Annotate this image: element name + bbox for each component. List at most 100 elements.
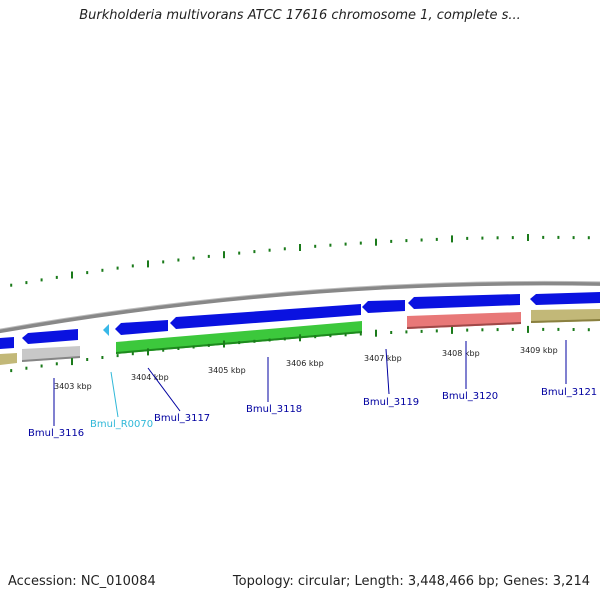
minor-tick <box>359 332 362 336</box>
minor-tick <box>86 358 89 361</box>
major-tick <box>527 234 529 241</box>
major-tick <box>299 334 301 342</box>
minor-tick <box>162 348 165 352</box>
minor-tick <box>435 329 438 333</box>
minor-tick <box>542 327 545 331</box>
minor-tick <box>329 334 332 338</box>
minor-tick <box>283 337 286 341</box>
minor-tick <box>207 254 210 258</box>
minor-tick <box>344 333 347 337</box>
major-tick <box>527 325 529 333</box>
minor-tick <box>359 241 362 245</box>
major-tick <box>71 271 73 279</box>
minor-tick <box>314 244 317 248</box>
major-tick <box>451 235 453 243</box>
gene-shadow-gray <box>22 356 80 362</box>
gene-feature-f[interactable] <box>408 294 520 309</box>
forward-strand-genes <box>0 292 600 349</box>
minor-tick <box>587 236 590 240</box>
gene-feature-g[interactable] <box>530 292 600 305</box>
minor-tick <box>466 236 469 240</box>
scale-labels: 3403 kbp 3404 kbp 3405 kbp 3406 kbp 3407… <box>54 346 558 391</box>
gene-label-bmul-3121[interactable]: Bmul_3121 <box>541 387 597 398</box>
minor-tick <box>40 278 43 282</box>
minor-tick <box>268 338 271 342</box>
lower-tick-row <box>10 325 590 373</box>
map-title: Burkholderia multivorans ATCC 17616 chro… <box>79 8 521 23</box>
minor-tick <box>238 341 241 345</box>
gene-feature-c[interactable] <box>115 320 168 335</box>
major-tick <box>375 329 377 337</box>
gene-feature-olive-left[interactable] <box>0 353 17 365</box>
minor-tick <box>268 248 271 252</box>
minor-tick <box>238 251 241 255</box>
scale-tick-label: 3405 kbp <box>208 366 246 375</box>
minor-tick <box>101 268 104 272</box>
gene-feature-green[interactable] <box>116 321 362 354</box>
minor-tick <box>177 347 180 350</box>
gene-label-bmul-3120[interactable]: Bmul_3120 <box>442 391 498 402</box>
minor-tick <box>177 258 180 262</box>
minor-tick <box>466 328 469 332</box>
major-tick <box>147 348 149 356</box>
minor-tick <box>101 356 104 359</box>
gene-label-bmul-3116[interactable]: Bmul_3116 <box>28 428 84 439</box>
gene-label-bmul-3117[interactable]: Bmul_3117 <box>154 413 210 424</box>
major-tick <box>375 238 377 246</box>
major-tick <box>299 244 301 251</box>
major-tick <box>223 340 225 348</box>
minor-tick <box>511 327 514 331</box>
scale-tick-label: 3404 kbp <box>131 373 169 382</box>
minor-tick <box>420 238 423 242</box>
major-tick <box>223 251 225 259</box>
gene-label-bmul-3118[interactable]: Bmul_3118 <box>246 404 302 415</box>
backbone-arc <box>0 281 600 334</box>
backbone-highlight <box>0 280 600 330</box>
minor-tick <box>253 339 256 343</box>
scale-tick-label: 3409 kbp <box>520 346 558 355</box>
major-tick <box>147 260 149 268</box>
minor-tick <box>587 328 590 332</box>
minor-tick <box>25 366 28 370</box>
minor-tick <box>390 331 393 334</box>
major-tick <box>451 326 453 334</box>
minor-tick <box>55 362 58 366</box>
minor-tick <box>131 352 134 356</box>
minor-tick <box>116 354 119 358</box>
gene-label-bmul-r0070[interactable]: Bmul_R0070 <box>90 419 153 430</box>
minor-tick <box>390 239 393 243</box>
minor-tick <box>405 330 408 334</box>
minor-tick <box>116 266 119 270</box>
major-tick <box>71 358 73 366</box>
leader-line-bmul-3117 <box>147 367 181 412</box>
minor-tick <box>10 283 13 287</box>
minor-tick <box>435 237 438 241</box>
minor-tick <box>162 260 165 264</box>
minor-tick <box>511 236 514 240</box>
minor-tick <box>496 328 499 332</box>
minor-tick <box>10 369 13 373</box>
minor-tick <box>542 235 545 239</box>
minor-tick <box>55 275 58 279</box>
minor-tick <box>207 343 210 347</box>
minor-tick <box>131 264 134 268</box>
leader-line-bmul-r0070 <box>110 371 119 418</box>
gene-label-bmul-3119[interactable]: Bmul_3119 <box>363 397 419 408</box>
minor-tick <box>314 335 317 339</box>
minor-tick <box>405 239 408 243</box>
gene-feature-d[interactable] <box>170 304 361 329</box>
minor-tick <box>344 242 347 246</box>
gene-labels: Bmul_3116 Bmul_R0070 Bmul_3117 Bmul_3118… <box>28 387 597 439</box>
gene-feature-e[interactable] <box>362 300 405 313</box>
gene-feature-a[interactable] <box>0 337 14 349</box>
minor-tick <box>40 364 43 368</box>
gene-shadow-pink <box>407 322 521 329</box>
scale-tick-label: 3406 kbp <box>286 359 324 368</box>
minor-tick <box>481 328 484 332</box>
scale-tick-label: 3408 kbp <box>442 349 480 358</box>
gene-feature-b[interactable] <box>22 329 78 344</box>
rna-feature[interactable] <box>103 324 109 336</box>
upper-tick-row <box>10 234 590 287</box>
minor-tick <box>420 329 423 333</box>
